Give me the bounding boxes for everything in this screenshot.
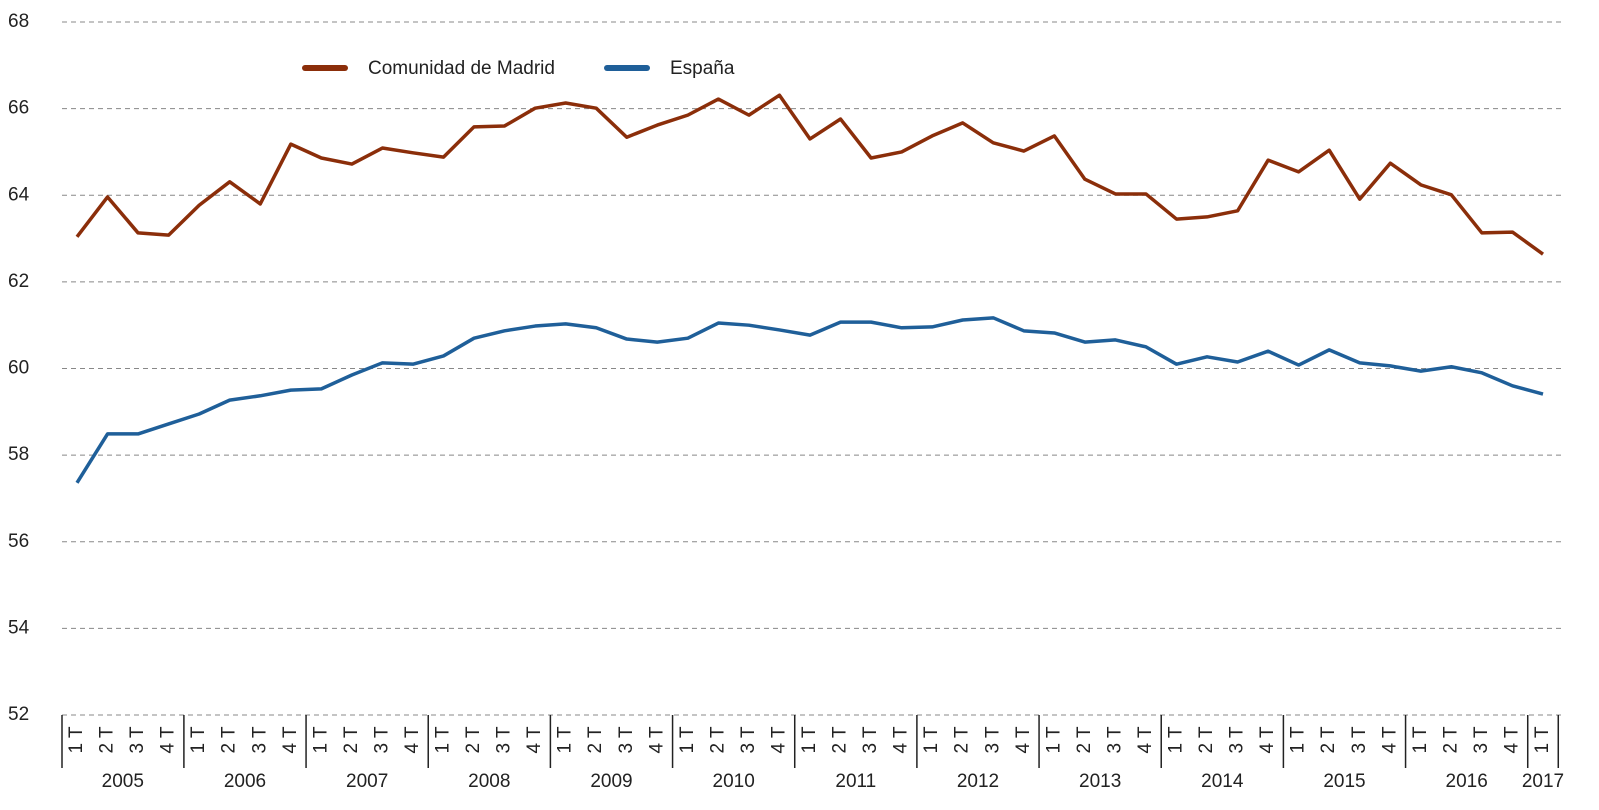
x-tick-label: 3 T: [616, 726, 637, 754]
year-label: 2012: [957, 771, 999, 792]
x-tick-label: 2 T: [707, 726, 728, 754]
x-tick-label: 4 T: [1501, 726, 1522, 754]
x-tick-label: 1 T: [66, 726, 87, 754]
x-tick-label: 1 T: [310, 726, 331, 754]
y-tick-label: 66: [8, 98, 29, 119]
x-tick-label: 4 T: [158, 726, 179, 754]
year-label: 2008: [468, 771, 510, 792]
year-label: 2014: [1201, 771, 1244, 792]
x-tick-label: 2 T: [97, 726, 118, 754]
x-tick-label: 1 T: [555, 726, 576, 754]
y-tick-label: 54: [8, 617, 30, 638]
x-tick-label: 2 T: [219, 726, 240, 754]
y-tick-label: 62: [8, 271, 29, 292]
x-tick-label: 1 T: [1410, 726, 1431, 754]
year-label: 2011: [835, 771, 876, 792]
x-tick-label: 3 T: [738, 726, 759, 754]
x-tick-label: 2 T: [830, 726, 851, 754]
x-tick-label: 2 T: [585, 726, 606, 754]
year-label: 2005: [102, 771, 144, 792]
y-tick-label: 60: [8, 358, 29, 379]
x-tick-label: 4 T: [1379, 726, 1400, 754]
x-tick-label: 2 T: [1318, 726, 1339, 754]
year-label: 2009: [590, 771, 632, 792]
year-label: 2015: [1323, 771, 1365, 792]
y-tick-label: 52: [8, 704, 29, 725]
x-tick-label: 1 T: [1043, 726, 1064, 754]
line: [75, 93, 1545, 256]
legend-label: Comunidad de Madrid: [368, 58, 555, 79]
year-label: 2007: [346, 771, 388, 792]
x-tick-label: 1 T: [188, 726, 209, 754]
year-label: 2017: [1522, 771, 1564, 792]
x-tick-label: 4 T: [280, 726, 301, 754]
x-tick-label: 2 T: [463, 726, 484, 754]
year-label: 2010: [713, 771, 755, 792]
x-tick-label: 2 T: [1074, 726, 1095, 754]
x-tick-label: 3 T: [1227, 726, 1248, 754]
y-tick-label: 56: [8, 531, 29, 552]
x-tick-label: 4 T: [891, 726, 912, 754]
x-tick-label: 3 T: [494, 726, 515, 754]
x-tick-label: 4 T: [768, 726, 789, 754]
x-tick-label: 2 T: [1196, 726, 1217, 754]
y-tick-label: 68: [8, 11, 29, 32]
year-label: 2006: [224, 771, 266, 792]
x-tick-label: 3 T: [127, 726, 148, 754]
legend-label: España: [670, 58, 735, 79]
x-tick-label: 2 T: [952, 726, 973, 754]
x-tick-label: 1 T: [677, 726, 698, 754]
line: [75, 316, 1544, 484]
x-tick-label: 3 T: [371, 726, 392, 754]
x-tick-label: 1 T: [433, 726, 454, 754]
x-tick-label: 4 T: [1257, 726, 1278, 754]
x-tick-label: 3 T: [860, 726, 881, 754]
x-tick-label: 1 T: [1166, 726, 1187, 754]
x-tick-label: 4 T: [524, 726, 545, 754]
year-label: 2013: [1079, 771, 1121, 792]
x-tick-label: 1 T: [921, 726, 942, 754]
x-tick-label: 1 T: [799, 726, 820, 754]
x-tick-label: 4 T: [402, 726, 423, 754]
x-tick-label: 2 T: [1440, 726, 1461, 754]
x-tick-label: 3 T: [1104, 726, 1125, 754]
x-tick-label: 1 T: [1532, 726, 1553, 754]
year-label: 2016: [1446, 771, 1488, 792]
x-tick-label: 4 T: [1013, 726, 1034, 754]
x-tick-label: 3 T: [982, 726, 1003, 754]
x-tick-label: 2 T: [341, 726, 362, 754]
y-tick-label: 64: [8, 184, 30, 205]
x-tick-label: 1 T: [1288, 726, 1309, 754]
x-tick-label: 3 T: [249, 726, 270, 754]
x-tick-label: 4 T: [646, 726, 667, 754]
x-tick-label: 3 T: [1471, 726, 1492, 754]
x-tick-label: 3 T: [1349, 726, 1370, 754]
y-tick-label: 58: [8, 444, 29, 465]
x-tick-label: 4 T: [1135, 726, 1156, 754]
